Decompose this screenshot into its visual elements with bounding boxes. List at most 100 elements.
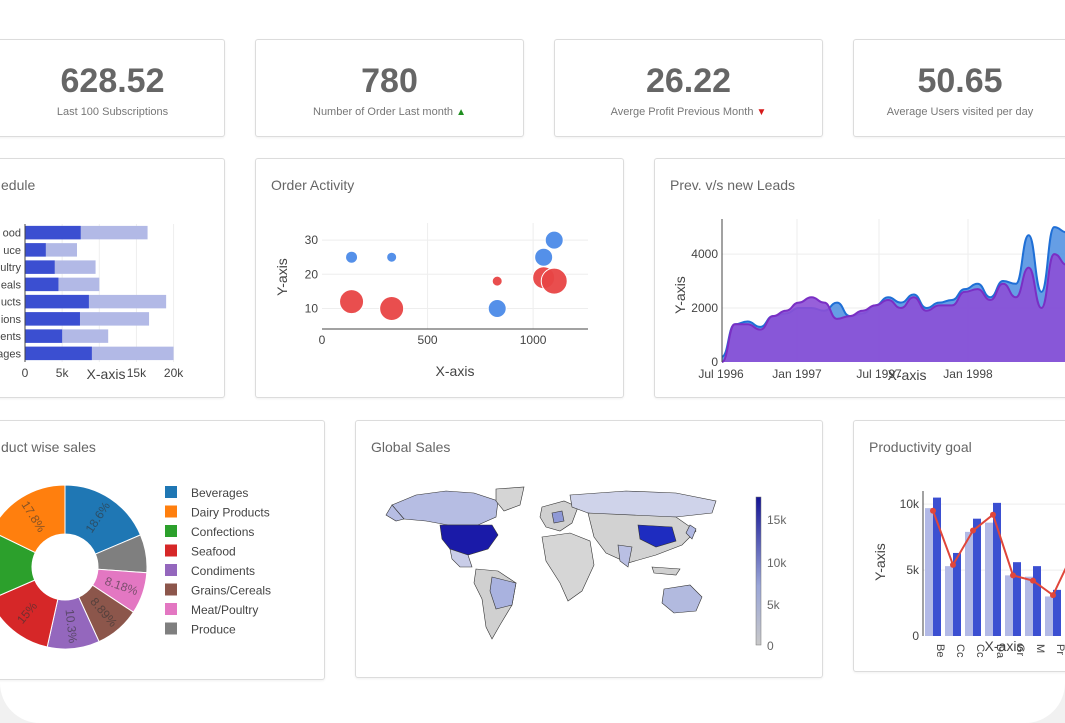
- line-point: [950, 561, 956, 568]
- kpi-value: 780: [361, 62, 418, 100]
- tick-label: Jan 1998: [943, 367, 993, 381]
- country-australia: [661, 584, 703, 614]
- country-germany: [551, 510, 565, 524]
- colorbar-tick: 5k: [767, 598, 781, 612]
- legend-label: Condiments: [191, 564, 255, 578]
- panel-title: Productivity goal: [869, 439, 972, 455]
- tick-label: 1000: [520, 333, 547, 347]
- legend-swatch: [165, 544, 177, 557]
- bubble: [345, 250, 359, 264]
- tick-label: ucts: [1, 297, 22, 309]
- country-indonesia: [651, 566, 681, 576]
- series-line: [932, 510, 1065, 597]
- country-india: [617, 544, 633, 568]
- bar: [25, 294, 89, 309]
- tick-label: 10k: [900, 497, 920, 511]
- bubble: [540, 267, 568, 295]
- legend-label: Beverages: [191, 486, 248, 500]
- tick-label: 4000: [691, 247, 718, 261]
- bar: [25, 260, 55, 274]
- bubble: [487, 298, 507, 318]
- country-africa: [541, 532, 595, 602]
- country-russia: [569, 490, 717, 518]
- legend-swatch: [165, 622, 177, 635]
- tick-label: Da: [994, 644, 1006, 659]
- trend-up-icon: ▲: [456, 107, 466, 118]
- pie-slice: [0, 534, 36, 596]
- kpi-card-users: 50.65 Average Users visited per day: [853, 39, 1065, 137]
- global-sales-map[interactable]: 15k 10k 5k 0: [356, 421, 822, 677]
- legend-swatch: [165, 564, 177, 576]
- trend-down-icon: ▼: [756, 107, 767, 118]
- bar: [1005, 575, 1013, 636]
- legend-swatch: [165, 583, 177, 596]
- tick-label: ions: [1, 314, 22, 326]
- tick-label: ultry: [0, 262, 21, 274]
- tick-label: 5k: [906, 563, 920, 577]
- bar: [993, 502, 1001, 636]
- leads-chart[interactable]: Jul 1996 Jan 1997 Jul 1997 Jan 1998 0 2000 400…: [655, 159, 1065, 397]
- product-sales-panel: duct wise sales 18.6% 8.18% 8.89% 10.3% 15% 1…: [0, 420, 325, 680]
- tick-label: uce: [3, 245, 21, 257]
- tick-label: 15k: [127, 366, 147, 380]
- panel-title: duct wise sales: [1, 439, 96, 455]
- colorbar: [755, 496, 762, 646]
- panel-title: Order Activity: [271, 177, 355, 193]
- bubble: [544, 230, 564, 250]
- bar: [25, 225, 81, 240]
- bar: [25, 243, 46, 257]
- tick-label: 500: [418, 333, 438, 347]
- bubble: [534, 247, 554, 267]
- bar: [1033, 566, 1041, 636]
- tick-label: 30: [305, 233, 319, 247]
- global-sales-panel: Global Sales: [355, 420, 823, 678]
- kpi-card-orders: 780 Number of Order Last month ▲: [255, 39, 524, 137]
- tick-label: Cc: [974, 644, 986, 658]
- tick-label: 5k: [56, 366, 70, 380]
- tick-label: 20k: [164, 366, 184, 380]
- area-series: [722, 254, 1065, 362]
- tick-label: 0: [319, 333, 326, 347]
- bar: [1045, 596, 1053, 636]
- tick-label: 0: [711, 355, 718, 369]
- panel-title: Prev. v/s new Leads: [670, 177, 796, 193]
- bar: [985, 522, 993, 636]
- tick-label: Jul 1997: [856, 367, 902, 381]
- tick-label: Be: [934, 644, 946, 657]
- line-point: [930, 507, 936, 514]
- country-mexico: [449, 548, 473, 568]
- country-greenland: [495, 486, 525, 512]
- tick-label: ages: [0, 348, 21, 360]
- kpi-card-profit: 26.22 Averge Profit Previous Month ▼: [554, 39, 823, 137]
- bar: [925, 508, 933, 636]
- legend-label: Grains/Cereals: [191, 584, 271, 598]
- bubble: [491, 275, 503, 287]
- axis-title: Y-axis: [672, 276, 688, 314]
- product-sales-pie[interactable]: 18.6%8.18%8.89%10.3%15%17.8%BeveragesDai…: [0, 421, 324, 679]
- legend-label: Meat/Poultry: [191, 603, 258, 617]
- panel-title: edule: [1, 177, 36, 193]
- tick-label: Cc: [954, 644, 966, 658]
- leads-panel: Prev. v/s new Leads Jul 1996 Jan 1997 Jul …: [654, 158, 1065, 398]
- line-point: [990, 511, 996, 518]
- bubble: [339, 289, 365, 315]
- tick-label: eals: [1, 279, 22, 291]
- axis-title: X-axis: [888, 367, 927, 383]
- tick-label: 2000: [691, 301, 718, 315]
- order-activity-panel: Order Activity 0 500 1000 10 20 30 X-axis Y-axi…: [255, 158, 624, 398]
- bar: [933, 497, 941, 636]
- kpi-value: 628.52: [60, 62, 165, 100]
- line-point: [1030, 577, 1036, 584]
- schedule-panel: edule ood uce ultry eals ucts ions ents ages 0 5k…: [0, 158, 225, 398]
- tick-label: 0: [912, 629, 919, 643]
- order-activity-chart[interactable]: 0 500 1000 10 20 30 X-axis Y-axis: [256, 159, 623, 397]
- productivity-chart[interactable]: Be Cc Cc Da Gr M Pr 0 5k 10k X-axis Y-axis: [854, 421, 1065, 671]
- tick-label: Jan 1997: [772, 367, 822, 381]
- kpi-label: Last 100 Subscriptions: [56, 106, 169, 118]
- kpi-label: Number of Order Last month: [313, 106, 454, 118]
- productivity-panel: Productivity goal Be Cc Cc Da Gr M Pr 0 5k 10k X-a…: [853, 420, 1065, 672]
- tick-label: 0: [22, 366, 29, 380]
- country-usa: [439, 524, 499, 556]
